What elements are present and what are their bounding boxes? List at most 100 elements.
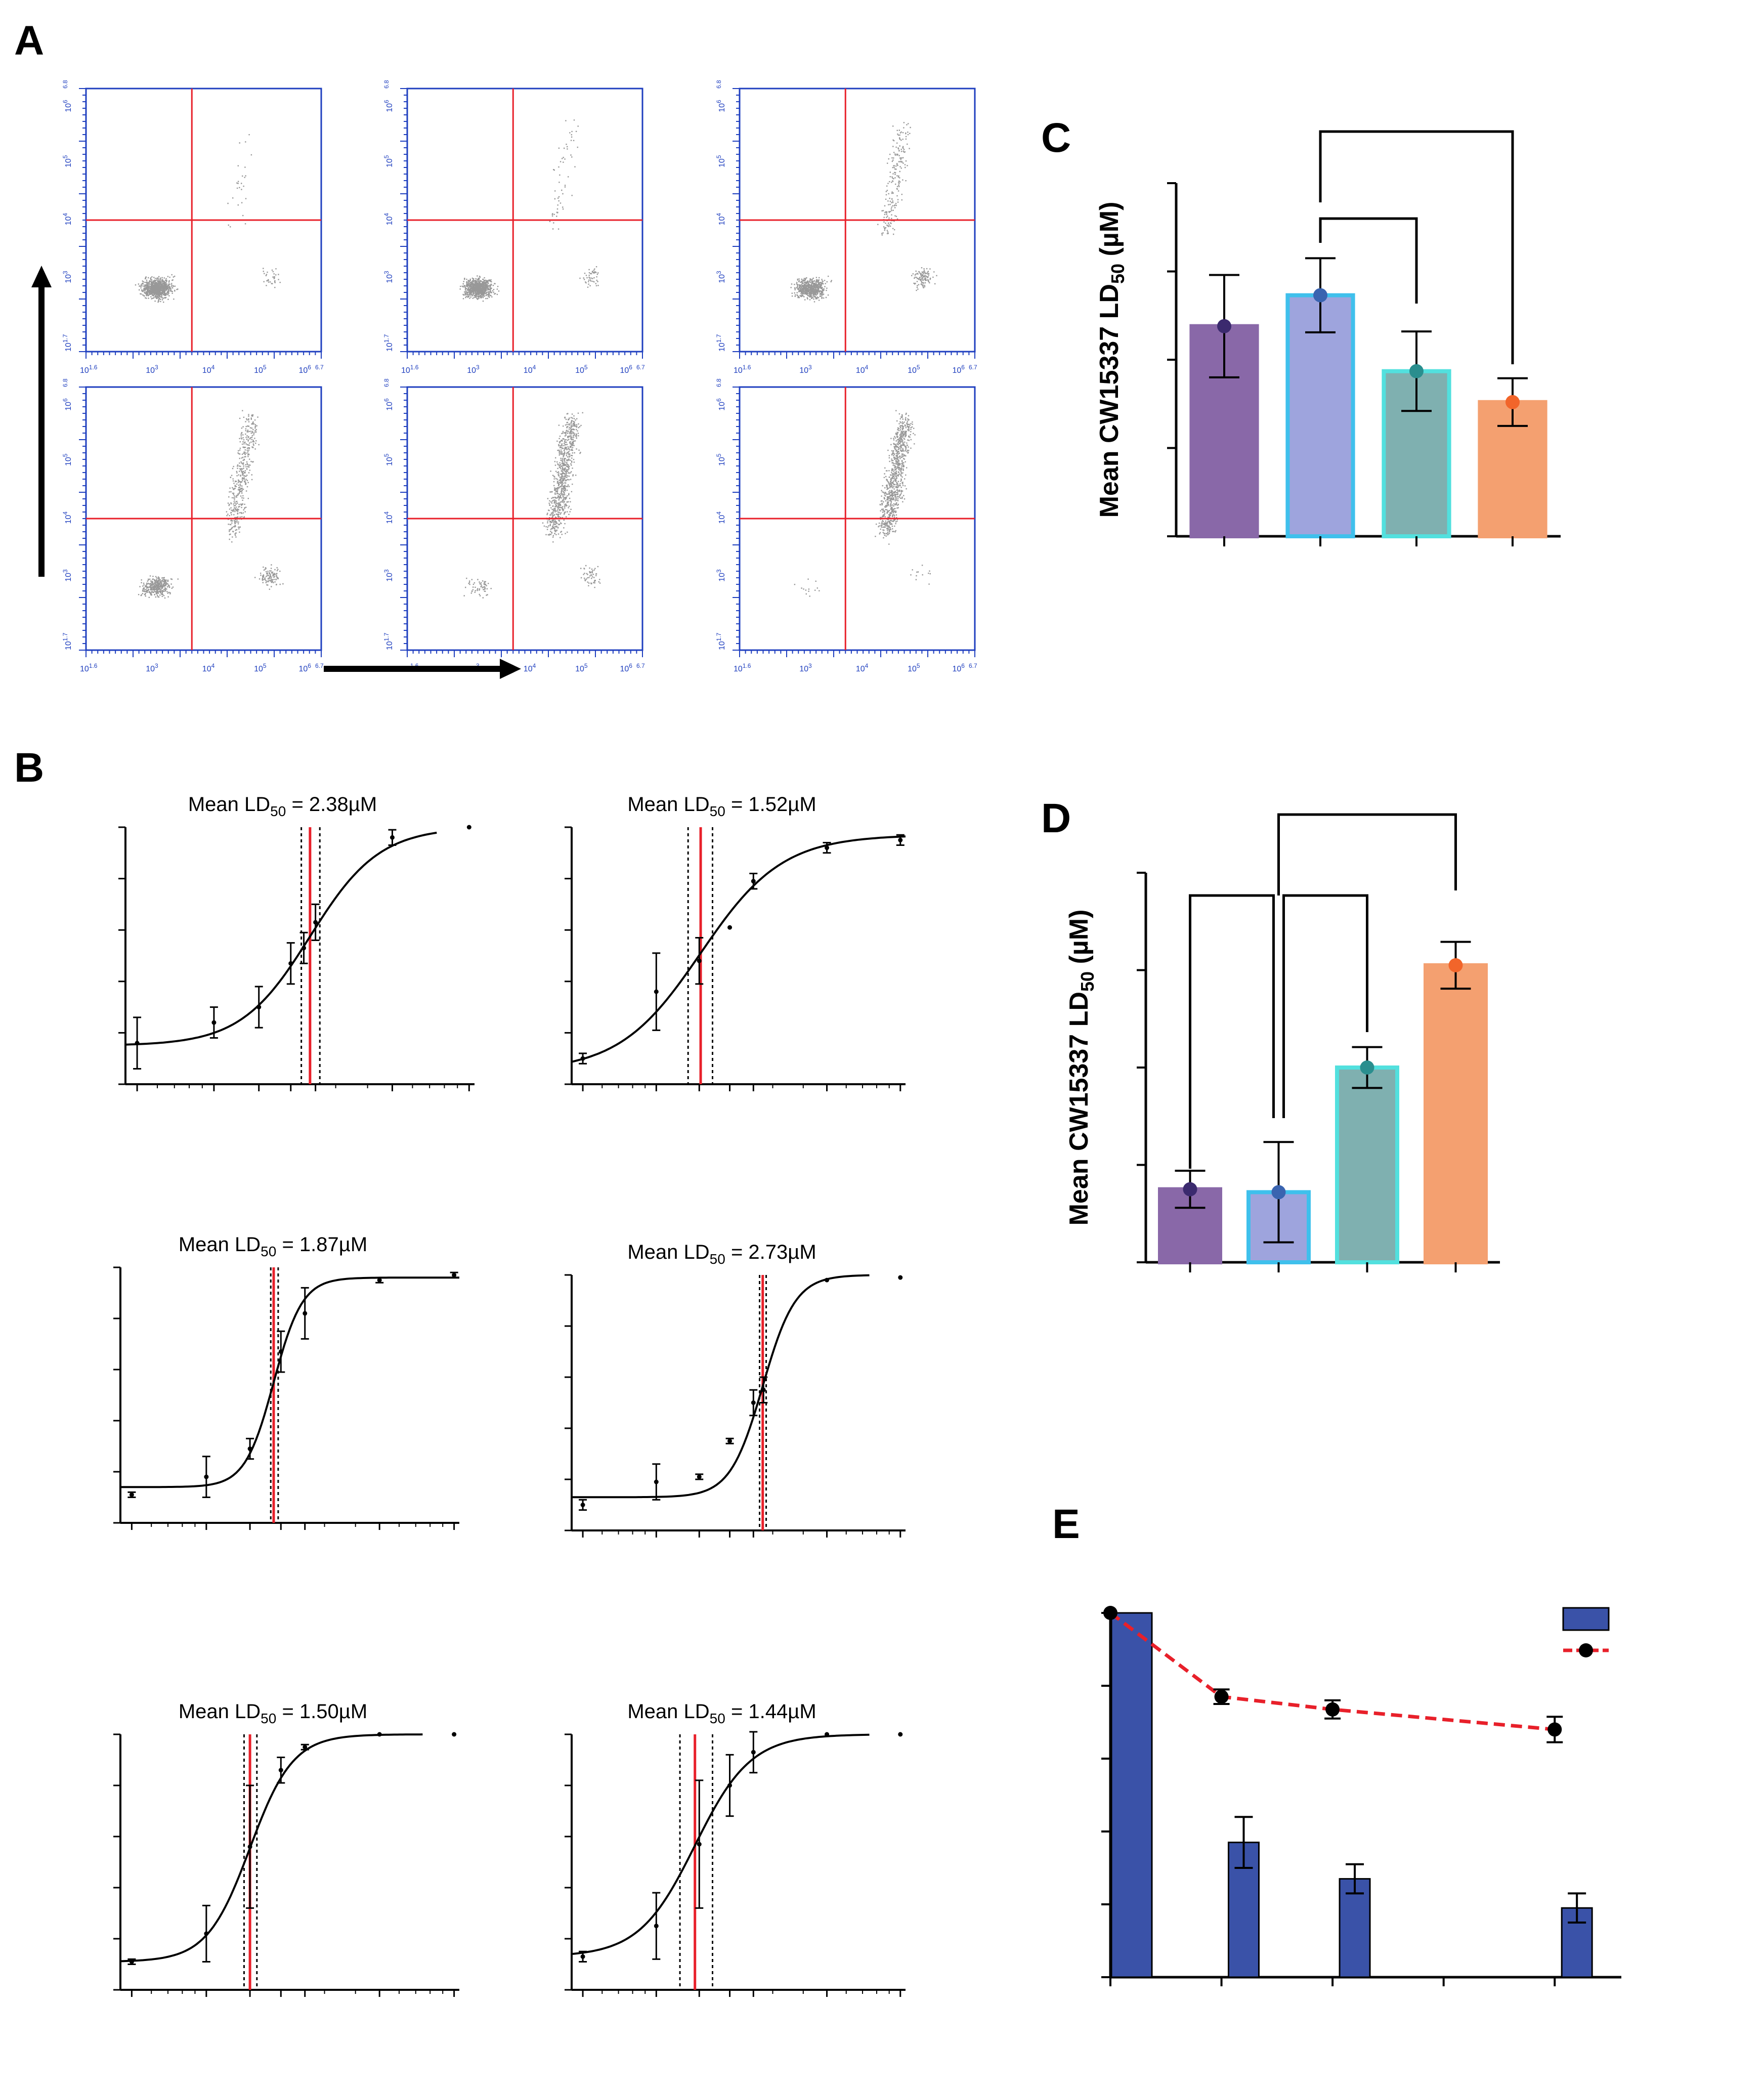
- subtitle-suffix: = 1.44µM: [725, 1700, 816, 1723]
- flow-x-tick-exp: 4: [211, 364, 215, 371]
- dose-response-plot: Mean LD50 = 1.52µM: [565, 793, 906, 1091]
- flow-y-tick-label: 106: [715, 100, 726, 112]
- flow-y-tick-label: 104: [383, 511, 394, 524]
- flow-y-tick-exp: 4: [715, 511, 722, 515]
- flow-y-tick-label: 101.7: [62, 334, 73, 352]
- flow-x-tick-label: 101.6: [734, 662, 751, 673]
- bar-mean-point: [1313, 288, 1327, 303]
- data-point: [247, 1844, 252, 1849]
- bar-mean-point: [1505, 395, 1520, 409]
- data-point: [278, 1768, 283, 1773]
- flow-y-tick-exp: 5: [715, 453, 722, 457]
- data-point: [452, 1732, 457, 1737]
- flow-y-tick-exp: 6.8: [715, 378, 722, 387]
- data-point: [288, 961, 293, 966]
- flow-x-tick-exp: 4: [865, 364, 869, 371]
- flow-y-tick-label: 103: [383, 569, 394, 582]
- panel-letter-a: A: [14, 18, 44, 64]
- panel-letter-e: E: [1052, 1501, 1080, 1547]
- fitted-curve: [572, 1274, 870, 1499]
- flow-y-tick-exp: 6.8: [62, 378, 69, 387]
- flow-y-tick-exp: 6.8: [715, 80, 722, 89]
- viability-point: [1325, 1702, 1340, 1717]
- flow-y-tick-label: 6.8: [62, 378, 69, 387]
- flow-x-tick-label: 6.7: [969, 662, 977, 669]
- data-point: [898, 1732, 903, 1737]
- bar-ylabel-unit: (µM): [1095, 202, 1124, 264]
- flow-x-tick-label: 6.7: [636, 662, 645, 669]
- flow-y-tick-exp: 6: [383, 398, 390, 402]
- legend-migration-swatch: [1562, 1607, 1610, 1631]
- flow-x-tick-exp: 3: [808, 662, 812, 669]
- flow-y-tick-label: 106: [383, 398, 394, 411]
- flow-x-tick-label: 6.7: [315, 364, 324, 371]
- flow-x-tick-exp: 3: [808, 364, 812, 371]
- flow-x-tick-exp: 6: [629, 662, 632, 669]
- flow-y-tick-label: 6.8: [62, 80, 69, 89]
- data-point: [697, 958, 702, 963]
- dose-plot-subtitle: Mean LD50 = 1.87µM: [179, 1233, 367, 1259]
- flow-y-tick-exp: 1.7: [383, 632, 390, 641]
- panel-d-bar-chart: Mean CW15337 LD50 (µM): [1064, 813, 1500, 1272]
- flow-x-tick-exp: 6.7: [969, 662, 977, 669]
- data-point: [727, 1438, 733, 1443]
- data-point: [580, 1954, 585, 1959]
- flow-y-tick-label: 105: [715, 453, 726, 466]
- subtitle-prefix: Mean LD: [627, 1241, 709, 1263]
- subtitle-suffix: = 1.50µM: [276, 1700, 367, 1723]
- flow-y-tick-label: 106: [62, 398, 73, 411]
- fitted-curve: [125, 831, 437, 1046]
- viability-line: [1109, 1611, 1555, 1731]
- flow-y-tick-label: 106: [715, 398, 726, 411]
- flow-x-tick-exp: 5: [917, 364, 920, 371]
- dose-plot-subtitle: Mean LD50 = 1.52µM: [627, 793, 816, 819]
- bar-mean-point: [1183, 1182, 1197, 1197]
- flow-x-tick-label: 105: [254, 364, 267, 375]
- flow-x-tick-exp: 1.6: [743, 662, 751, 669]
- dose-response-plot: Mean LD50 = 1.44µM: [565, 1700, 906, 1997]
- significance-bracket: [1282, 894, 1368, 1118]
- subtitle-suffix: = 2.73µM: [725, 1241, 816, 1263]
- flow-y-tick-label: 6.8: [383, 378, 390, 387]
- subtitle-subscript: 50: [710, 1251, 725, 1267]
- data-point: [377, 1277, 382, 1283]
- flow-x-tick-exp: 6.7: [315, 364, 324, 371]
- migration-bar: [1339, 1878, 1371, 1978]
- data-point: [377, 1732, 382, 1737]
- dose-response-plot: Mean LD50 = 1.50µM: [113, 1700, 459, 1997]
- viability-point: [1103, 1606, 1117, 1620]
- flow-x-tick-label: 105: [575, 364, 588, 375]
- flow-x-tick-exp: 6: [961, 662, 965, 669]
- flow-y-tick-label: 106: [383, 100, 394, 112]
- bar-ylabel: Mean CW15337 LD50 (µM): [1064, 910, 1098, 1226]
- panel-e-migration-viability: [1101, 1606, 1621, 1986]
- flow-y-tick-exp: 3: [715, 271, 722, 274]
- flow-y-tick-exp: 3: [383, 271, 390, 274]
- flow-x-tick-exp: 1.6: [410, 364, 419, 371]
- data-point: [313, 920, 318, 925]
- flow-x-tick-exp: 5: [263, 662, 267, 669]
- flow-x-tick-exp: 4: [533, 662, 536, 669]
- flow-y-tick-label: 104: [715, 213, 726, 226]
- fitted-curve: [120, 1276, 459, 1488]
- data-point: [204, 1474, 209, 1479]
- bar: [1424, 963, 1488, 1264]
- flow-y-tick-exp: 5: [62, 453, 69, 457]
- data-point: [654, 1479, 659, 1484]
- bar-ylabel: Mean CW15337 LD50 (µM): [1095, 202, 1128, 518]
- flow-y-tick-label: 103: [715, 271, 726, 283]
- data-point: [452, 1272, 457, 1277]
- flow-x-tick-exp: 6: [961, 364, 965, 371]
- data-point: [697, 1842, 702, 1847]
- data-point: [129, 1959, 134, 1964]
- flow-x-tick-label: 105: [254, 662, 267, 673]
- data-point: [751, 1400, 756, 1405]
- data-point: [825, 1277, 830, 1283]
- bar: [1335, 1065, 1399, 1264]
- subtitle-suffix: = 1.87µM: [276, 1233, 367, 1256]
- subtitle-prefix: Mean LD: [627, 793, 709, 816]
